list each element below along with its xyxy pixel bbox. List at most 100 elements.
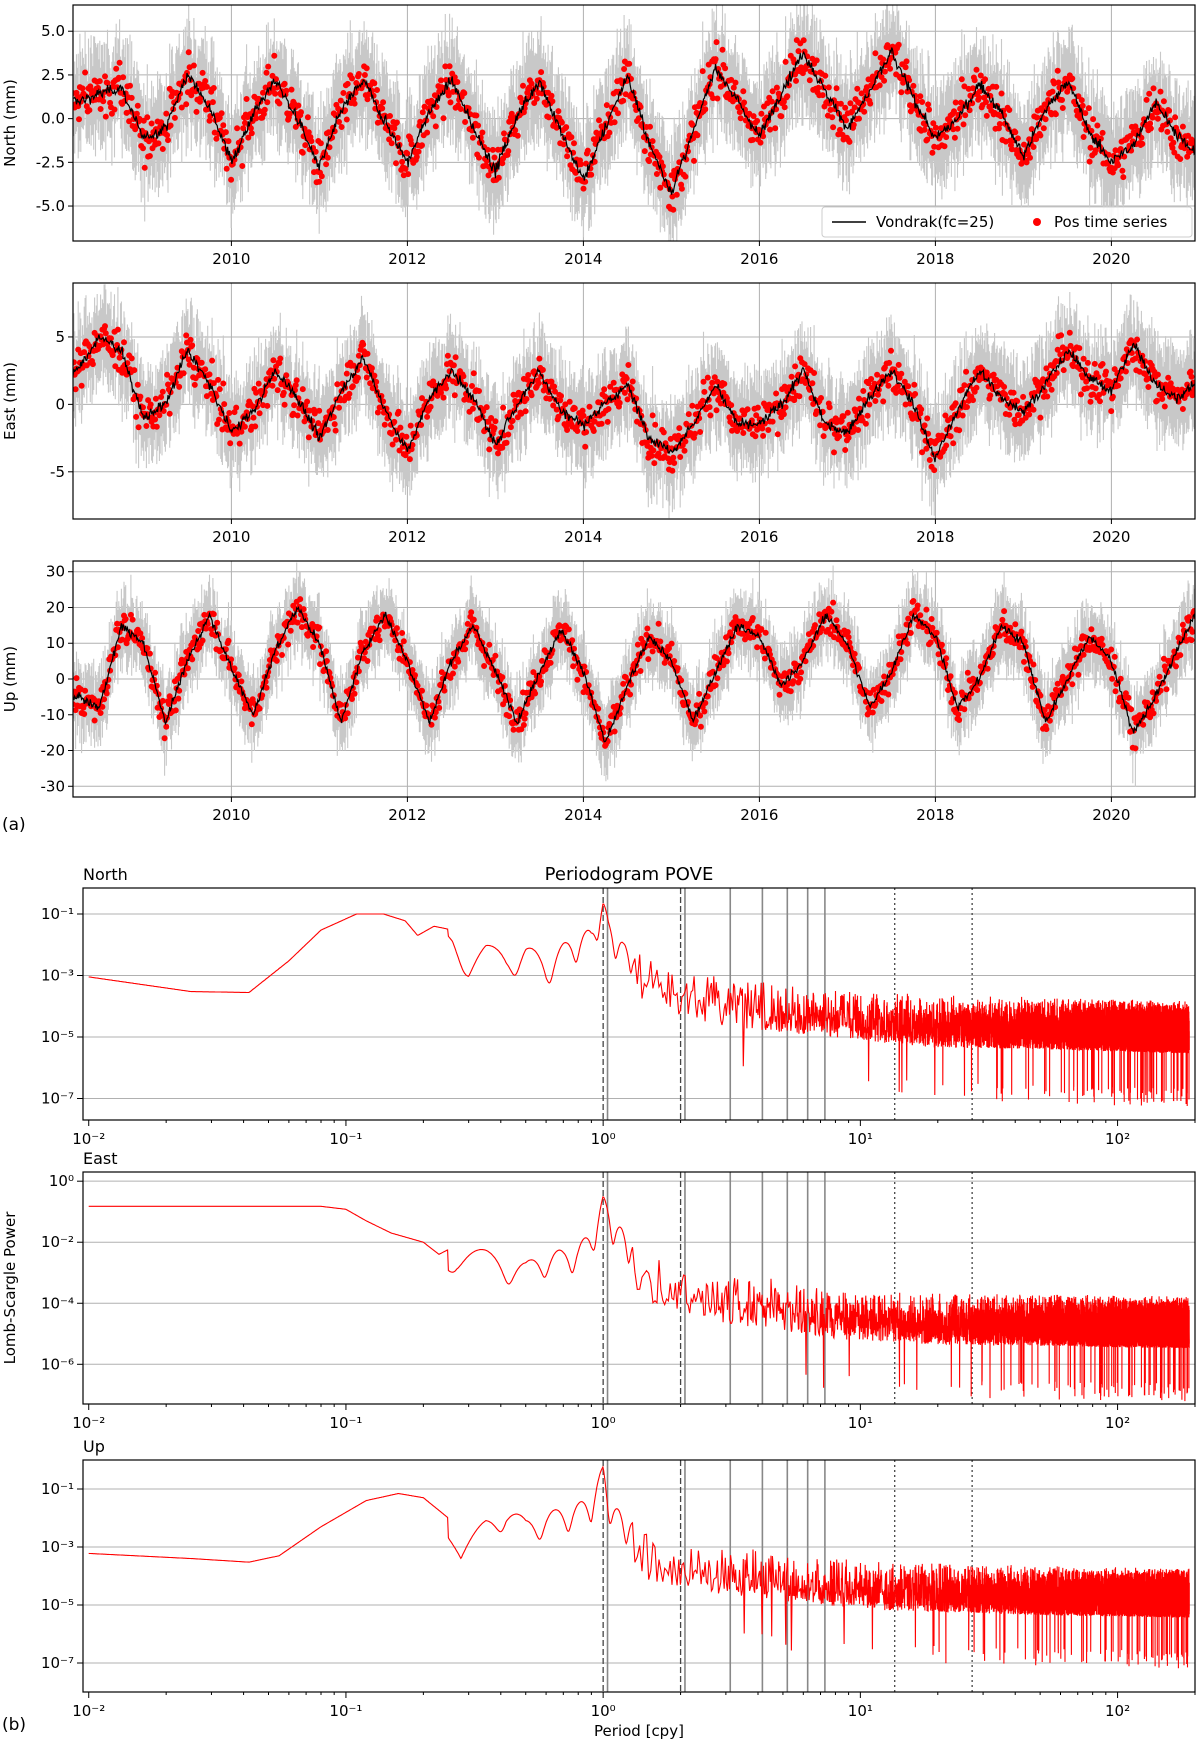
x-tick-label: 2016: [740, 528, 778, 546]
x-tick-label: 2020: [1092, 250, 1130, 268]
x-tick-label: 2012: [388, 250, 426, 268]
y-tick-label: 0: [55, 395, 65, 413]
component-label: East: [83, 1149, 118, 1168]
periodogram-panel-north: 10⁻² 10⁻¹ 10⁰ 10¹ 10² 10⁻¹ 10⁻³ 10⁻⁵ 10⁻⁷ North Pe…: [41, 864, 1196, 1148]
y-tick-label: 10⁻³: [41, 1538, 74, 1556]
plot-area: [73, 284, 1195, 519]
periodogram-line: [88, 1465, 1190, 1669]
y-tick-label: 20: [46, 598, 65, 616]
y-tick-label: -5: [50, 463, 65, 481]
y-tick-label: -30: [41, 777, 66, 795]
x-tick-label: 2010: [212, 806, 250, 824]
timeseries-panel-east: 2010 2012 2014 2016 2018 2020 5 0 -5 East (mm): [1, 282, 1196, 546]
x-tick-label: 2010: [212, 528, 250, 546]
x-tick-label: 2016: [740, 250, 778, 268]
axes-frame: [82, 887, 1196, 1121]
periodogram-line: [88, 1196, 1190, 1402]
y-tick-label: 10⁻⁶: [41, 1355, 74, 1373]
x-axis-label: Period [cpy]: [594, 1722, 684, 1739]
axes-frame: [82, 1171, 1196, 1405]
y-tick-label: 0.0: [41, 110, 65, 128]
x-tick-label: 10⁻¹: [329, 1130, 362, 1148]
vondrak-line: [73, 334, 1195, 463]
panel-a-label: (a): [2, 815, 26, 835]
x-tick-label: 2020: [1092, 806, 1130, 824]
axes-frame: [82, 1459, 1196, 1693]
component-label: North: [83, 865, 128, 884]
y-tick-label: -2.5: [36, 153, 65, 171]
y-tick-label: 10⁻⁵: [41, 1028, 74, 1046]
y-axis-label: Lomb-Scargle Power: [1, 1211, 19, 1365]
periodogram-title: Periodogram POVE: [545, 864, 714, 885]
y-tick-label: -10: [41, 706, 66, 724]
y-axis-label: North (mm): [1, 79, 19, 167]
periodogram-panel-up: 10⁻² 10⁻¹ 10⁰ 10¹ 10² 10⁻¹ 10⁻³ 10⁻⁵ 10⁻⁷ Up Perio…: [41, 1437, 1196, 1739]
y-axis-label: Up (mm): [1, 646, 19, 712]
x-tick-label: 10⁻²: [72, 1414, 105, 1432]
x-tick-label: 10¹: [848, 1702, 873, 1720]
y-tick-label: 0: [55, 670, 65, 688]
x-tick-label: 2018: [916, 250, 954, 268]
plot-area: [88, 1465, 1190, 1669]
y-tick-label: -5.0: [36, 197, 65, 215]
x-tick-label: 10⁰: [591, 1414, 616, 1432]
legend-entry-vondrak: Vondrak(fc=25): [876, 213, 994, 231]
y-axis-label: East (mm): [1, 362, 19, 440]
x-tick-label: 2012: [388, 528, 426, 546]
x-tick-label: 2014: [564, 806, 602, 824]
x-tick-label: 10²: [1105, 1702, 1130, 1720]
legend-entry-pos: Pos time series: [1054, 213, 1168, 231]
x-tick-label: 10¹: [848, 1130, 873, 1148]
y-tick-label: 10⁻⁴: [41, 1294, 74, 1312]
x-tick-label: 2018: [916, 528, 954, 546]
component-label: Up: [83, 1437, 105, 1456]
y-tick-label: 10⁻²: [41, 1233, 74, 1251]
panel-b-label: (b): [2, 1715, 26, 1735]
y-tick-label: 30: [46, 563, 65, 581]
y-tick-label: -20: [41, 742, 66, 760]
y-tick-label: 5.0: [41, 22, 65, 40]
x-tick-label: 2020: [1092, 528, 1130, 546]
y-tick-label: 10⁻⁵: [41, 1596, 74, 1614]
legend: Vondrak(fc=25) Pos time series: [821, 206, 1193, 238]
y-tick-label: 10⁻¹: [41, 905, 74, 923]
y-tick-label: 5: [55, 328, 65, 346]
x-tick-label: 10⁻²: [72, 1702, 105, 1720]
y-tick-label: 10⁰: [49, 1172, 74, 1190]
y-tick-label: 10⁻⁷: [41, 1090, 74, 1108]
x-tick-label: 10⁰: [591, 1702, 616, 1720]
legend-point-swatch: [1033, 218, 1041, 226]
x-tick-label: 2010: [212, 250, 250, 268]
periodogram-line: [88, 903, 1190, 1106]
y-tick-label: 2.5: [41, 66, 65, 84]
periodogram-panel-east: 10⁻² 10⁻¹ 10⁰ 10¹ 10² 10⁰ 10⁻² 10⁻⁴ 10⁻⁶ East Lomb…: [1, 1149, 1196, 1432]
plot-area: [88, 1196, 1190, 1402]
x-tick-label: 2014: [564, 528, 602, 546]
x-tick-label: 10⁻¹: [329, 1414, 362, 1432]
legend-box: [821, 206, 1193, 238]
x-tick-label: 10¹: [848, 1414, 873, 1432]
plot-area: [88, 903, 1190, 1106]
x-tick-label: 2018: [916, 806, 954, 824]
x-tick-label: 2016: [740, 806, 778, 824]
x-tick-label: 10⁰: [591, 1130, 616, 1148]
y-tick-label: 10: [46, 634, 65, 652]
vondrak-line: [73, 606, 1195, 743]
axes-frame: [72, 282, 1196, 520]
y-tick-label: 10⁻³: [41, 966, 74, 984]
x-tick-label: 10⁻²: [72, 1130, 105, 1148]
x-tick-label: 10⁻¹: [329, 1702, 362, 1720]
x-tick-label: 10²: [1105, 1130, 1130, 1148]
vondrak-line: [73, 47, 1195, 195]
y-tick-label: 10⁻⁷: [41, 1654, 74, 1672]
x-tick-label: 2012: [388, 806, 426, 824]
x-tick-label: 2014: [564, 250, 602, 268]
timeseries-panel-up: 2010 2012 2014 2016 2018 20203020100-10-20-30…: [1, 560, 1196, 824]
plot-area: [73, 562, 1195, 787]
timeseries-panel-north: 2010 2012 2014 2016 2018 2020 5.0 2.5 0.0 -2.5 -5.…: [1, 4, 1196, 268]
plot-area: [73, 5, 1195, 241]
axes-frame: [72, 4, 1196, 242]
y-tick-label: 10⁻¹: [41, 1480, 74, 1498]
